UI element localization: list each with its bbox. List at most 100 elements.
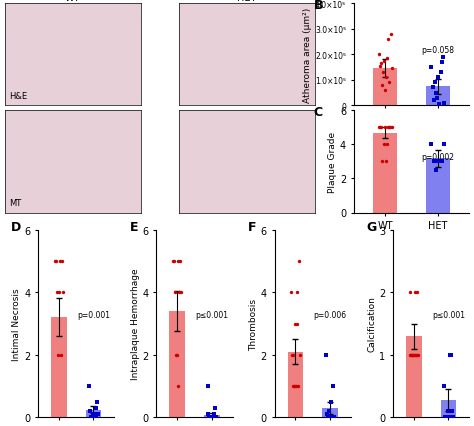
Point bbox=[385, 125, 393, 132]
Point bbox=[411, 351, 419, 358]
Point bbox=[287, 289, 295, 296]
Point bbox=[380, 142, 387, 149]
Point bbox=[445, 408, 452, 414]
Text: p≤0.001: p≤0.001 bbox=[195, 310, 228, 319]
Point bbox=[406, 351, 414, 358]
Point bbox=[441, 414, 449, 421]
Point bbox=[381, 125, 389, 132]
Point bbox=[410, 351, 418, 358]
Point bbox=[172, 351, 180, 358]
Point bbox=[322, 351, 330, 358]
Point bbox=[295, 258, 303, 265]
Point bbox=[325, 408, 332, 414]
Point bbox=[447, 414, 454, 421]
Point bbox=[376, 125, 384, 132]
Point bbox=[207, 414, 214, 421]
Point bbox=[446, 351, 454, 358]
Point bbox=[174, 258, 182, 265]
Point bbox=[383, 55, 391, 62]
Point bbox=[53, 289, 61, 296]
Title: WT: WT bbox=[65, 0, 81, 3]
Point bbox=[431, 80, 439, 86]
Point bbox=[204, 411, 212, 418]
Point bbox=[448, 408, 456, 414]
Point bbox=[329, 383, 337, 390]
Point bbox=[296, 351, 303, 358]
Bar bbox=[169, 311, 185, 417]
Point bbox=[430, 98, 438, 104]
Point bbox=[175, 289, 183, 296]
Point bbox=[58, 258, 66, 265]
Point bbox=[387, 32, 394, 38]
Point bbox=[171, 289, 179, 296]
Point bbox=[328, 398, 335, 405]
Text: E: E bbox=[129, 221, 138, 233]
Point bbox=[440, 383, 448, 390]
Point bbox=[85, 383, 93, 390]
Point bbox=[88, 414, 95, 421]
Point bbox=[209, 414, 216, 421]
Point bbox=[411, 289, 419, 296]
Point bbox=[413, 289, 420, 296]
Point bbox=[382, 158, 390, 165]
Point bbox=[91, 414, 98, 421]
Point bbox=[383, 75, 390, 81]
Point bbox=[429, 85, 437, 92]
Point bbox=[443, 414, 451, 421]
Point bbox=[376, 63, 384, 70]
Point bbox=[288, 351, 296, 358]
Bar bbox=[426, 159, 449, 213]
Point bbox=[207, 414, 215, 421]
Point bbox=[440, 142, 448, 149]
Point bbox=[326, 414, 333, 421]
Point bbox=[88, 414, 96, 421]
Bar bbox=[86, 410, 101, 417]
Point bbox=[375, 52, 383, 59]
Point bbox=[176, 258, 184, 265]
Bar bbox=[204, 415, 219, 417]
Point bbox=[410, 351, 417, 358]
Point bbox=[430, 158, 438, 165]
Point bbox=[210, 414, 217, 421]
Point bbox=[438, 59, 446, 66]
Text: C: C bbox=[313, 106, 322, 119]
Point bbox=[435, 75, 442, 81]
Point bbox=[94, 411, 101, 418]
Bar bbox=[374, 133, 397, 213]
Point bbox=[92, 405, 100, 412]
Y-axis label: Thrombosis: Thrombosis bbox=[249, 298, 258, 350]
Point bbox=[294, 289, 301, 296]
Point bbox=[438, 158, 446, 165]
Text: p=0.006: p=0.006 bbox=[313, 310, 346, 319]
Y-axis label: Intimal Necrosis: Intimal Necrosis bbox=[12, 288, 21, 360]
Point bbox=[442, 414, 449, 421]
Text: MT: MT bbox=[9, 199, 21, 208]
Y-axis label: Calcification: Calcification bbox=[367, 296, 376, 351]
Bar bbox=[441, 400, 456, 417]
Point bbox=[291, 320, 299, 327]
Point bbox=[387, 125, 394, 132]
Point bbox=[210, 411, 218, 418]
Point bbox=[409, 351, 417, 358]
Point bbox=[208, 414, 216, 421]
Point bbox=[328, 414, 336, 421]
Point bbox=[290, 383, 297, 390]
Point bbox=[205, 414, 213, 421]
Point bbox=[432, 90, 440, 97]
Title: HET: HET bbox=[237, 0, 257, 3]
Point bbox=[56, 258, 64, 265]
Point bbox=[408, 351, 415, 358]
Point bbox=[89, 411, 97, 418]
Point bbox=[386, 80, 393, 86]
Bar bbox=[288, 352, 303, 417]
Point bbox=[212, 414, 220, 421]
Point bbox=[330, 414, 338, 421]
Point bbox=[93, 398, 100, 405]
Bar bbox=[426, 87, 449, 106]
Y-axis label: Atheroma area (μm²): Atheroma area (μm²) bbox=[303, 8, 312, 103]
Point bbox=[211, 405, 219, 412]
Y-axis label: Plaque Grade: Plaque Grade bbox=[328, 132, 337, 193]
Text: p=0.058: p=0.058 bbox=[421, 46, 454, 55]
Text: F: F bbox=[248, 221, 256, 233]
Point bbox=[382, 87, 389, 94]
